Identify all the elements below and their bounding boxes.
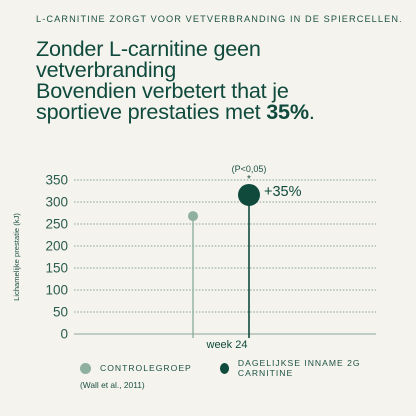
- data-point-0: [188, 211, 198, 222]
- y-tick-label-250: 250: [45, 217, 68, 232]
- significance-star: *: [247, 174, 251, 185]
- significance-label: (P<0,05): [232, 164, 267, 174]
- legend-item-carnitine: DAGELIJKSE INNAME 2G CARNITINE: [219, 358, 388, 378]
- y-tick-label-50: 50: [53, 305, 68, 320]
- headline-line-2: Bovendien verbetert that je: [36, 78, 289, 103]
- legend-item-control: CONTROLEGROEP: [80, 362, 192, 374]
- legend-swatch-carnitine: [219, 362, 229, 374]
- headline-highlight: 35%: [266, 99, 309, 124]
- legend: CONTROLEGROEP DAGELIJKSE INNAME 2G CARNI…: [80, 358, 416, 378]
- data-point-1: [238, 183, 260, 206]
- headline-line-3: sportieve prestaties met 35%.: [36, 99, 396, 124]
- y-tick-label-200: 200: [45, 239, 68, 254]
- headline-line-3-prefix: sportieve prestaties met: [36, 99, 267, 124]
- y-tick-label-0: 0: [60, 327, 68, 342]
- y-tick-label-150: 150: [45, 261, 68, 276]
- y-tick-label-100: 100: [45, 283, 68, 298]
- eyebrow-text: L-CARNITINE ZORGT VOOR VETVERBRANDING IN…: [36, 14, 403, 24]
- x-category-label: week 24: [206, 339, 248, 351]
- y-tick-label-300: 300: [45, 195, 68, 210]
- headline-line-3-suffix: .: [308, 99, 315, 124]
- increase-label: +35%: [264, 184, 302, 200]
- legend-swatch-control: [80, 362, 91, 374]
- legend-label-control: CONTROLEGROEP: [100, 363, 192, 373]
- chart: 0 50 100 150 200 250 300 350 Lichamelijke prest…: [12, 164, 376, 351]
- y-tick-labels: 0 50 100 150 200 250 300 350: [45, 173, 68, 342]
- y-axis-label: Lichamelijke prestatie (kJ): [12, 213, 21, 301]
- legend-label-carnitine: DAGELIJKSE INNAME 2G CARNITINE: [237, 358, 361, 378]
- data-marks: [188, 183, 260, 338]
- y-tick-label-350: 350: [45, 173, 68, 188]
- source-citation: (Wall et al., 2011): [80, 380, 145, 390]
- headline-line-1: Zonder L-carnitine geen vetverbranding: [36, 36, 261, 82]
- grid-lines: [74, 179, 376, 335]
- headline: Zonder L-carnitine geen vetverbranding B…: [36, 36, 396, 124]
